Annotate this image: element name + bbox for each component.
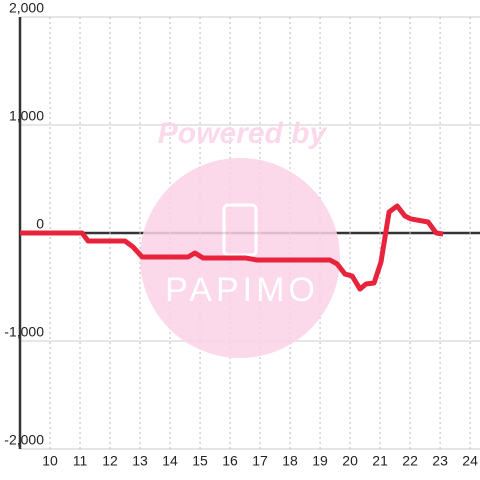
watermark-icon (222, 203, 258, 257)
x-tick-label: 13 (132, 453, 148, 469)
x-tick-label: 12 (102, 453, 118, 469)
data-line (20, 203, 444, 292)
x-tick-label: 17 (252, 453, 268, 469)
x-tick-label: 16 (222, 453, 238, 469)
y-tick-label: 1,000 (9, 108, 44, 124)
x-tick-label: 15 (192, 453, 208, 469)
watermark-text: PAPIMO (165, 271, 319, 309)
y-tick-label: -1,000 (4, 324, 44, 340)
y-tick-label: 0 (36, 216, 44, 232)
x-tick-label: 22 (402, 453, 418, 469)
watermark-text: Powered by (158, 117, 328, 150)
y-tick-label: -2,000 (4, 432, 44, 448)
x-tick-label: 18 (282, 453, 298, 469)
x-tick-label: 24 (462, 453, 478, 469)
x-tick-label: 23 (432, 453, 448, 469)
x-tick-label: 11 (73, 453, 88, 469)
x-tick-label: 14 (162, 453, 178, 469)
y-tick-label: 2,000 (9, 0, 44, 16)
x-tick-label: 21 (372, 453, 388, 469)
x-tick-label: 20 (342, 453, 358, 469)
x-tick-label: 19 (312, 453, 328, 469)
x-tick-label: 10 (42, 453, 58, 469)
